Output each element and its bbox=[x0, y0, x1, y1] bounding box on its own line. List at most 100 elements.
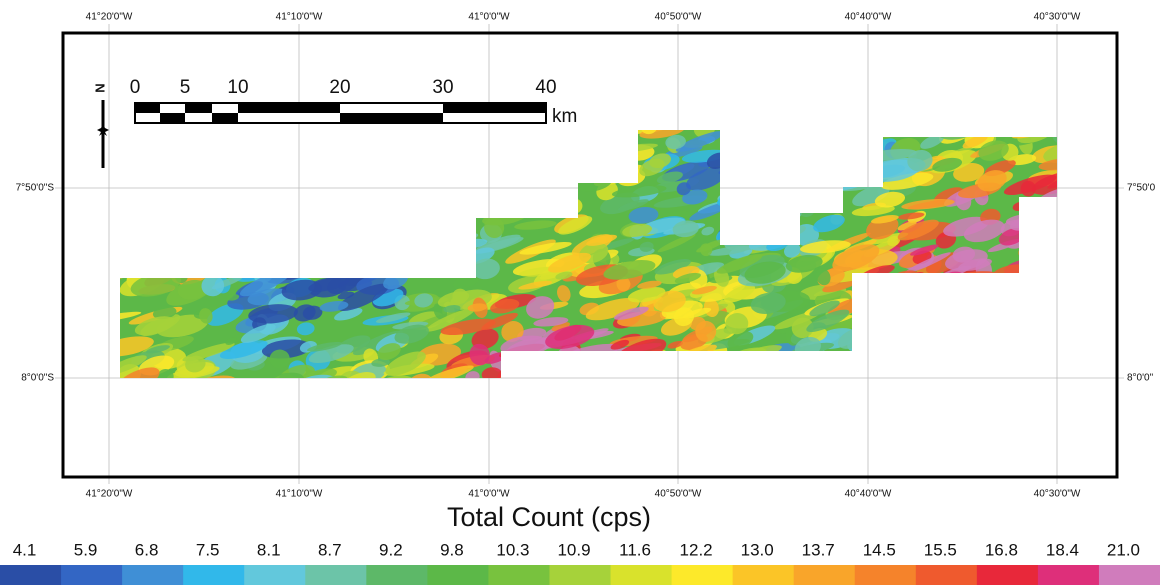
raster-blob bbox=[738, 227, 785, 245]
raster-blob bbox=[423, 220, 472, 256]
raster-blob bbox=[594, 139, 627, 163]
raster-blob bbox=[220, 251, 266, 280]
raster-blob bbox=[448, 163, 461, 173]
raster-blob bbox=[914, 312, 970, 349]
scale-seg bbox=[185, 103, 212, 113]
raster-blob bbox=[307, 244, 358, 268]
raster-blob bbox=[924, 355, 967, 377]
raster-blob bbox=[890, 367, 906, 381]
raster-blob bbox=[162, 242, 211, 263]
raster-blob bbox=[868, 347, 902, 372]
raster-blob bbox=[136, 187, 185, 211]
lon-label: 41°20'0"W bbox=[86, 489, 133, 500]
raster-blob bbox=[377, 127, 403, 149]
raster-blob bbox=[200, 128, 227, 144]
raster-blob bbox=[911, 349, 961, 377]
raster-blob bbox=[892, 274, 919, 301]
lon-label: 40°30'0"W bbox=[1034, 489, 1081, 500]
raster-blob bbox=[570, 357, 623, 387]
raster-blob bbox=[311, 186, 365, 218]
raster-blob bbox=[386, 234, 434, 257]
raster-blob bbox=[175, 161, 192, 176]
legend-label: 16.8 bbox=[985, 540, 1018, 559]
raster-blob bbox=[896, 344, 923, 365]
raster-blob bbox=[466, 171, 498, 192]
raster-blob bbox=[430, 203, 470, 227]
raster-blob bbox=[377, 134, 402, 158]
raster-blob bbox=[971, 337, 1000, 358]
scale-seg bbox=[160, 113, 185, 123]
raster-blob bbox=[339, 183, 377, 212]
raster-blob bbox=[112, 180, 129, 199]
raster-blob bbox=[100, 337, 122, 354]
lon-label: 41°0'0"W bbox=[468, 489, 510, 500]
raster-blob bbox=[171, 140, 216, 166]
raster-blob bbox=[528, 187, 571, 199]
raster-blob bbox=[907, 346, 937, 368]
legend-label: 10.3 bbox=[496, 540, 529, 559]
raster-blob bbox=[195, 197, 251, 229]
raster-blob bbox=[259, 172, 282, 187]
raster-blob bbox=[193, 215, 232, 229]
raster-blob bbox=[228, 233, 284, 264]
raster-blob bbox=[446, 138, 483, 170]
raster-blob bbox=[213, 224, 228, 247]
raster-blob bbox=[554, 124, 587, 145]
raster-blob bbox=[176, 140, 230, 179]
raster-blob bbox=[460, 193, 482, 208]
lat-label: 8°0'0"S bbox=[21, 373, 54, 384]
raster-blob bbox=[366, 217, 406, 249]
raster-blob bbox=[795, 156, 849, 174]
raster-blob bbox=[1015, 233, 1055, 263]
raster-blob bbox=[227, 168, 278, 198]
raster-blob bbox=[670, 361, 727, 390]
raster-blob bbox=[896, 288, 940, 317]
raster-blob bbox=[291, 225, 328, 237]
raster-blob bbox=[962, 335, 985, 352]
raster-blob bbox=[868, 319, 925, 353]
raster-blob bbox=[965, 293, 983, 306]
raster-blob bbox=[976, 292, 1016, 317]
raster-blob bbox=[399, 158, 453, 183]
raster-blob bbox=[751, 113, 788, 140]
raster-blob bbox=[819, 131, 873, 158]
raster-blob bbox=[427, 197, 463, 218]
raster-blob bbox=[738, 350, 778, 361]
raster-blob bbox=[1018, 358, 1037, 378]
raster-blob bbox=[259, 164, 276, 174]
scale-seg bbox=[340, 113, 443, 123]
raster-blob bbox=[349, 184, 394, 204]
raster-blob bbox=[695, 356, 747, 386]
raster-blob bbox=[389, 197, 416, 216]
raster-blob bbox=[738, 171, 761, 194]
scale-label: 30 bbox=[432, 77, 453, 98]
legend-swatch bbox=[0, 565, 62, 585]
raster-blob bbox=[966, 306, 1015, 324]
raster-blob bbox=[228, 171, 254, 190]
legend-swatch bbox=[549, 565, 611, 585]
raster-blob bbox=[894, 122, 916, 138]
legend-label: 4.1 bbox=[13, 540, 37, 559]
raster-blob bbox=[746, 175, 781, 192]
raster-blob bbox=[449, 163, 505, 191]
raster-blob bbox=[355, 233, 407, 257]
raster-blob bbox=[407, 206, 461, 235]
legend-label: 9.2 bbox=[379, 540, 403, 559]
raster-blob bbox=[991, 332, 1043, 357]
raster-blob bbox=[960, 270, 991, 294]
raster-blob bbox=[134, 227, 154, 240]
raster-blob bbox=[851, 311, 869, 334]
raster-blob bbox=[94, 146, 140, 172]
raster-blob bbox=[357, 200, 394, 216]
raster-blob bbox=[550, 370, 603, 393]
raster-blob bbox=[188, 241, 210, 262]
raster-blob bbox=[199, 138, 245, 164]
raster-blob bbox=[915, 357, 935, 379]
raster-blob bbox=[946, 307, 982, 323]
legend-label: 6.8 bbox=[135, 540, 159, 559]
raster-blob bbox=[959, 368, 1006, 394]
lon-label: 41°0'0"W bbox=[468, 12, 510, 23]
raster-blob bbox=[1013, 343, 1036, 357]
raster-blob bbox=[487, 134, 519, 156]
raster-blob bbox=[863, 287, 917, 319]
